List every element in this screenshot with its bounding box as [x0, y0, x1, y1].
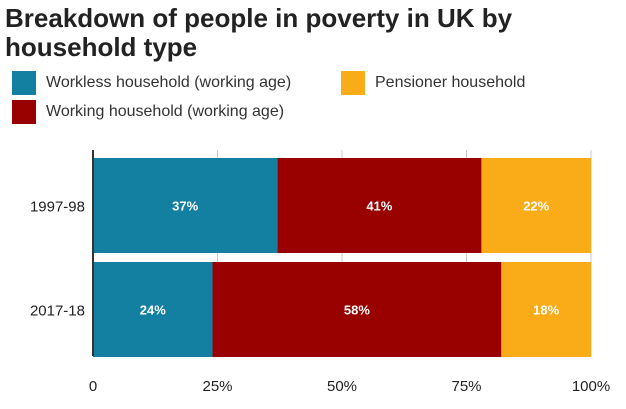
legend-label-workless: Workless household (working age) [46, 74, 292, 91]
data-label-1997-98-0: 37% [172, 199, 198, 214]
x-tick-label-100: 100% [572, 378, 610, 395]
bar-segment-2017-18-1 [212, 262, 502, 357]
x-tick-label-75: 75% [451, 378, 481, 395]
legend-swatch-pensioner [341, 71, 365, 95]
category-label-2017-18: 2017-18 [30, 303, 85, 320]
axes: 1997-98 2017-18 0 25% 50% 75% 100% [30, 150, 610, 395]
legend-item-workless: Workless household (working age) [12, 70, 291, 96]
legend-label-working: Working household (working age) [46, 103, 285, 120]
data-labels: 37% 41% 22% 24% 58% 18% [140, 199, 560, 318]
legend-item-working: Working household (working age) [12, 99, 284, 125]
x-tick-label-50: 50% [327, 378, 357, 395]
data-label-1997-98-2: 22% [523, 199, 549, 214]
chart-title: Breakdown of people in poverty in UK by … [5, 3, 513, 62]
data-label-2017-18-1: 58% [344, 303, 370, 318]
chart-legend: Workless household (working age) Pension… [12, 70, 612, 126]
legend-item-pensioner: Pensioner household [341, 70, 525, 96]
bar-segment-2017-18-0 [93, 262, 213, 357]
legend-swatch-working [12, 100, 36, 124]
category-label-1997-98: 1997-98 [30, 199, 85, 216]
bar-segment-1997-98-2 [481, 158, 591, 253]
legend-label-pensioner: Pensioner household [375, 74, 526, 91]
data-label-1997-98-1: 41% [366, 199, 392, 214]
x-tick-label-0: 0 [89, 378, 97, 395]
bar-segment-2017-18-2 [501, 262, 591, 357]
bars [93, 158, 591, 357]
data-label-2017-18-0: 24% [140, 303, 166, 318]
legend-swatch-workless [12, 71, 36, 95]
data-label-2017-18-2: 18% [533, 303, 559, 318]
bar-segment-1997-98-1 [277, 158, 482, 253]
bar-segment-1997-98-0 [93, 158, 278, 253]
x-tick-label-25: 25% [202, 378, 232, 395]
